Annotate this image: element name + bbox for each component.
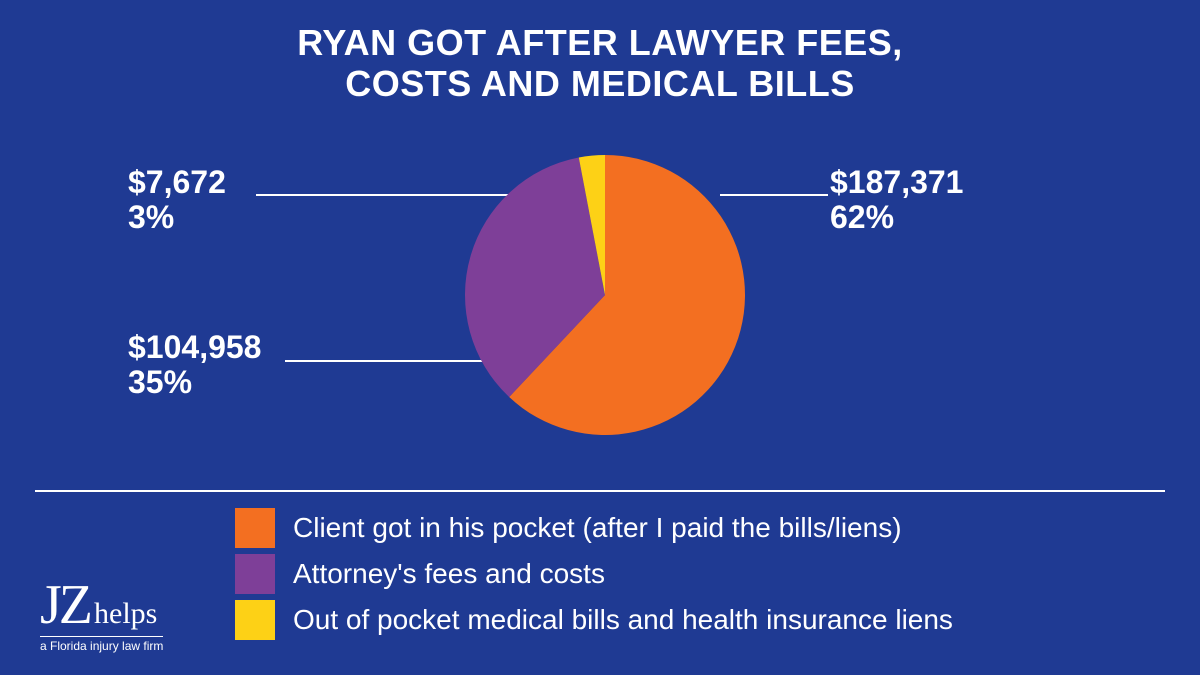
title-line-1: RYAN GOT AFTER LAWYER FEES, [297, 22, 903, 63]
pie-svg [465, 155, 745, 435]
pie-chart [465, 155, 745, 435]
label-medical: $7,672 3% [128, 165, 226, 235]
client-amount: $187,371 [830, 165, 963, 200]
legend-item-client: Client got in his pocket (after I paid t… [235, 508, 953, 548]
medical-amount: $7,672 [128, 165, 226, 200]
logo: JZhelps a Florida injury law firm [40, 573, 163, 655]
legend-swatch-client [235, 508, 275, 548]
legend-swatch-attorney [235, 554, 275, 594]
legend-item-attorney: Attorney's fees and costs [235, 554, 953, 594]
divider-line [35, 490, 1165, 492]
logo-helps: helps [94, 597, 157, 630]
legend: Client got in his pocket (after I paid t… [235, 508, 953, 646]
legend-text-client: Client got in his pocket (after I paid t… [293, 512, 902, 544]
label-client: $187,371 62% [830, 165, 963, 235]
logo-tagline: a Florida injury law firm [40, 636, 163, 653]
legend-text-medical: Out of pocket medical bills and health i… [293, 604, 953, 636]
title-line-2: COSTS AND MEDICAL BILLS [345, 63, 855, 104]
chart-area: $187,371 62% $7,672 3% $104,958 35% [0, 135, 1200, 475]
logo-jz: JZ [40, 574, 90, 636]
legend-item-medical: Out of pocket medical bills and health i… [235, 600, 953, 640]
attorney-amount: $104,958 [128, 330, 261, 365]
client-percent: 62% [830, 200, 963, 235]
legend-swatch-medical [235, 600, 275, 640]
logo-main: JZhelps [40, 573, 163, 637]
chart-title: RYAN GOT AFTER LAWYER FEES, COSTS AND ME… [0, 0, 1200, 105]
attorney-percent: 35% [128, 365, 261, 400]
label-attorney: $104,958 35% [128, 330, 261, 400]
medical-percent: 3% [128, 200, 226, 235]
legend-text-attorney: Attorney's fees and costs [293, 558, 605, 590]
